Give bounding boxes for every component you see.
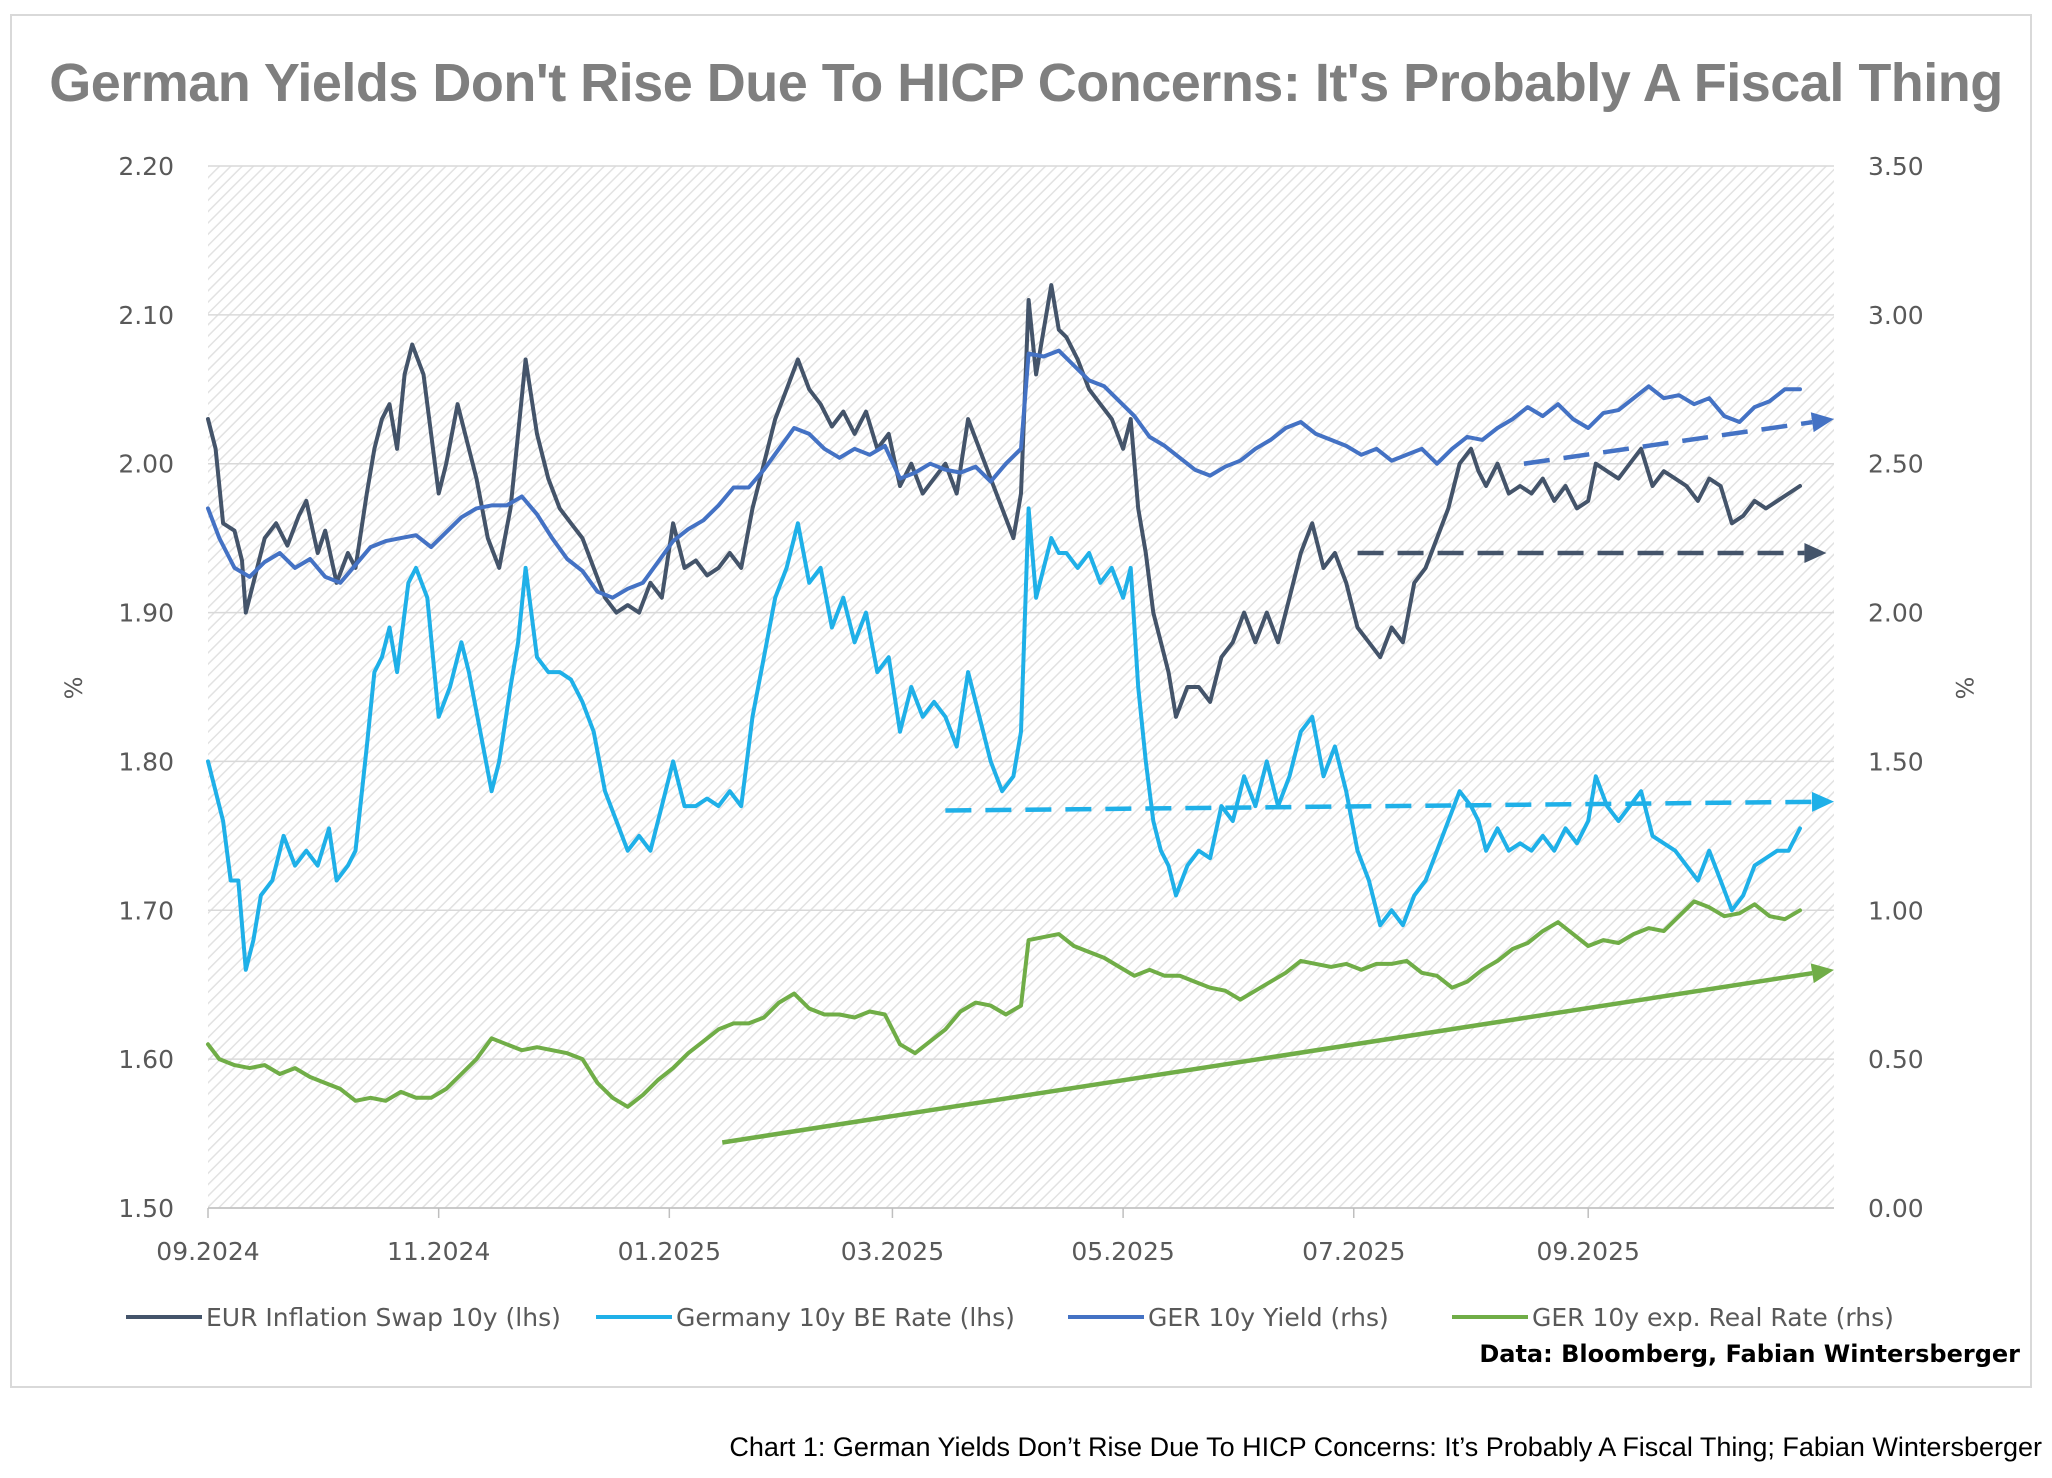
series-line-eur-inflation-swap-10y-lhs bbox=[206, 283, 1802, 719]
y-tick-right: 3.50 bbox=[1868, 152, 1924, 181]
legend-label-ger-10y-yield-rhs: GER 10y Yield (rhs) bbox=[1148, 1303, 1389, 1332]
y-tick-right: 3.00 bbox=[1868, 301, 1924, 330]
y-axis-right: 3.50 3.00 2.50 2.00 1.50 1.00 0.50 0.00 bbox=[1868, 152, 1924, 1223]
trend-arrows bbox=[721, 412, 1834, 1145]
trend-arrow-line-3 bbox=[945, 799, 1813, 813]
y-tick-right: 1.50 bbox=[1868, 747, 1924, 776]
chart-title: German Yields Don't Rise Due To HICP Con… bbox=[49, 53, 2003, 113]
x-tick-label: 01.2025 bbox=[618, 1237, 721, 1266]
y-tick-left: 1.50 bbox=[118, 1194, 174, 1223]
x-tick-label: 09.2024 bbox=[156, 1237, 259, 1266]
x-tick-label: 03.2025 bbox=[841, 1237, 944, 1266]
x-tick-label: 05.2025 bbox=[1071, 1237, 1174, 1266]
series-lines bbox=[206, 283, 1802, 1109]
y-tick-left: 1.60 bbox=[118, 1045, 174, 1074]
trend-arrow-line-4 bbox=[721, 970, 1813, 1145]
y-tick-right: 2.00 bbox=[1868, 599, 1924, 628]
figure-caption: Chart 1: German Yields Don’t Rise Due To… bbox=[729, 1432, 2042, 1462]
series-line-germany-10y-be-rate-lhs bbox=[206, 506, 1802, 972]
trend-arrow-head-4 bbox=[1810, 963, 1834, 984]
x-tick-label: 09.2025 bbox=[1537, 1237, 1640, 1266]
x-tick-label: 07.2025 bbox=[1302, 1237, 1405, 1266]
legend: EUR Inflation Swap 10y (lhs) Germany 10y … bbox=[126, 1303, 1894, 1332]
x-tick-label: 11.2024 bbox=[387, 1237, 490, 1266]
y-axis-left-label: % bbox=[60, 677, 88, 700]
legend-label-ger-10y-exp-real-rate-rhs: GER 10y exp. Real Rate (rhs) bbox=[1532, 1303, 1894, 1332]
y-tick-left: 2.10 bbox=[118, 301, 174, 330]
y-tick-left: 2.20 bbox=[118, 152, 174, 181]
series-line-ger-10y-exp-real-rate-rhs bbox=[206, 899, 1802, 1109]
legend-label-eur-inflation-swap-10y-lhs: EUR Inflation Swap 10y (lhs) bbox=[206, 1303, 561, 1332]
legend-label-germany-10y-be-rate-lhs: Germany 10y BE Rate (lhs) bbox=[676, 1303, 1015, 1332]
y-tick-right: 1.00 bbox=[1868, 896, 1924, 925]
series-line-ger-10y-yield-rhs bbox=[206, 348, 1802, 600]
y-tick-left: 1.70 bbox=[118, 896, 174, 925]
y-tick-left: 2.00 bbox=[118, 450, 174, 479]
y-tick-right: 0.50 bbox=[1868, 1045, 1924, 1074]
y-tick-left: 1.80 bbox=[118, 747, 174, 776]
y-tick-right: 2.50 bbox=[1868, 450, 1924, 479]
data-source-note: Data: Bloomberg, Fabian Wintersberger bbox=[1479, 1340, 2020, 1368]
trend-arrow-head-2 bbox=[1804, 543, 1827, 564]
x-axis: 09.2024 11.2024 01.2025 03.2025 05.2025 07.20… bbox=[156, 1207, 1834, 1266]
y-axis-right-label: % bbox=[1950, 677, 1978, 700]
trend-arrow-head-3 bbox=[1811, 791, 1834, 812]
y-axis-left: 2.20 2.10 2.00 1.90 1.80 1.70 1.60 1.50 bbox=[118, 152, 174, 1223]
trend-arrow-line-1 bbox=[1523, 419, 1813, 466]
trend-arrow-head-1 bbox=[1810, 412, 1834, 433]
y-tick-right: 0.00 bbox=[1868, 1194, 1924, 1223]
y-tick-left: 1.90 bbox=[118, 599, 174, 628]
